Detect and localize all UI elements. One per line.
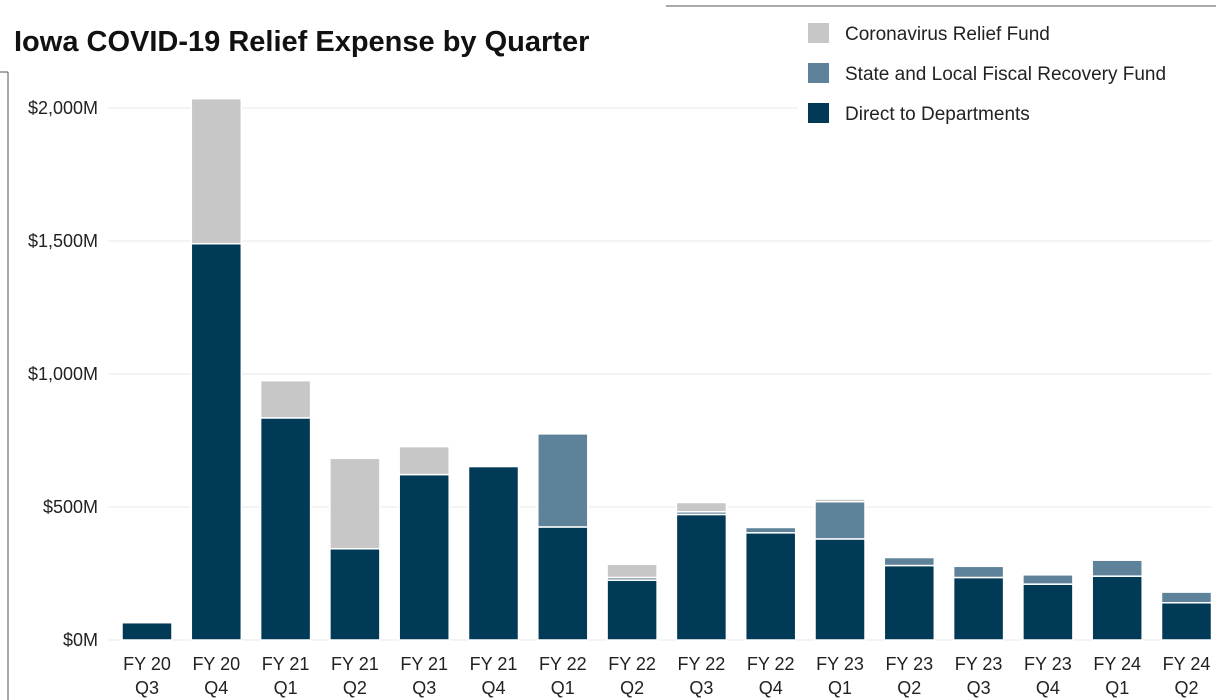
x-tick-label-fy-12: FY 23 <box>955 654 1003 674</box>
bar-10-direct-to-departments <box>814 538 866 641</box>
x-tick-label-q-13: Q4 <box>1036 678 1060 698</box>
bar-11-direct-to-departments <box>883 564 936 641</box>
bars <box>121 97 1213 641</box>
bar-12-direct-to-departments <box>952 576 1005 641</box>
legend: Coronavirus Relief Fund State and Local F… <box>798 10 1216 135</box>
bar-1-direct-to-departments <box>190 242 243 641</box>
x-tick-label-fy-8: FY 22 <box>678 654 726 674</box>
legend-swatch-2 <box>808 103 829 123</box>
x-tick-label-q-9: Q4 <box>759 678 783 698</box>
bar-7-direct-to-departments <box>606 579 658 641</box>
x-tick-label-fy-2: FY 21 <box>262 654 310 674</box>
x-tick-label-q-12: Q3 <box>967 678 991 698</box>
bar-3-coronavirus-relief-fund <box>329 457 381 550</box>
y-tick-label-3: $1,500M <box>28 231 98 251</box>
bar-14-direct-to-departments <box>1091 575 1143 641</box>
bar-3-direct-to-departments <box>329 548 381 641</box>
x-tick-label-fy-11: FY 23 <box>885 654 933 674</box>
x-tick-label-fy-9: FY 22 <box>747 654 795 674</box>
bar-6-state-and-local-fiscal-recovery-fund <box>537 433 589 528</box>
legend-label-1: State and Local Fiscal Recovery Fund <box>845 64 1166 85</box>
x-tick-label-q-2: Q1 <box>274 678 298 698</box>
x-tick-label-q-6: Q1 <box>551 678 575 698</box>
bar-4-direct-to-departments <box>398 473 450 641</box>
x-tick-label-fy-7: FY 22 <box>608 654 656 674</box>
bar-7-coronavirus-relief-fund <box>606 563 658 579</box>
x-tick-label-fy-14: FY 24 <box>1093 654 1141 674</box>
bar-10-coronavirus-relief-fund <box>814 498 866 503</box>
bar-15-direct-to-departments <box>1160 602 1213 641</box>
x-tick-label-q-1: Q4 <box>204 678 228 698</box>
x-tick-label-q-7: Q2 <box>620 678 644 698</box>
legend-background <box>798 10 1216 135</box>
x-tick-label-q-3: Q2 <box>343 678 367 698</box>
x-tick-label-q-8: Q3 <box>689 678 713 698</box>
x-tick-label-fy-5: FY 21 <box>470 654 518 674</box>
bar-14-state-and-local-fiscal-recovery-fund <box>1091 559 1143 577</box>
y-axis-tick-labels: $0M $500M $1,000M $1,500M $2,000M <box>28 98 98 650</box>
bar-9-direct-to-departments <box>744 532 797 641</box>
bar-12-state-and-local-fiscal-recovery-fund <box>952 565 1005 579</box>
bar-1-coronavirus-relief-fund <box>190 97 243 245</box>
y-tick-label-0: $0M <box>63 630 98 650</box>
legend-swatch-1 <box>808 63 829 83</box>
x-tick-label-q-0: Q3 <box>135 678 159 698</box>
x-tick-label-fy-13: FY 23 <box>1024 654 1072 674</box>
y-tick-label-2: $1,000M <box>28 364 98 384</box>
x-tick-label-q-11: Q2 <box>897 678 921 698</box>
bar-2-direct-to-departments <box>259 417 312 641</box>
x-axis-tick-labels: FY 20 Q3 FY 20 Q4 FY 21 Q1 FY 21 Q2 FY 21 Q3 FY 21… <box>123 654 1210 698</box>
bar-11-state-and-local-fiscal-recovery-fund <box>883 556 936 567</box>
y-tick-label-1: $500M <box>43 497 98 517</box>
chart-title: Iowa COVID-19 Relief Expense by Quarter <box>14 26 589 58</box>
x-tick-label-q-4: Q3 <box>412 678 436 698</box>
x-tick-label-fy-4: FY 21 <box>400 654 448 674</box>
legend-label-2: Direct to Departments <box>845 104 1030 125</box>
x-tick-label-q-10: Q1 <box>828 678 852 698</box>
x-tick-label-q-14: Q1 <box>1105 678 1129 698</box>
x-tick-label-fy-15: FY 24 <box>1163 654 1211 674</box>
bar-13-direct-to-departments <box>1022 583 1074 641</box>
bar-15-state-and-local-fiscal-recovery-fund <box>1160 591 1213 604</box>
bar-8-direct-to-departments <box>675 513 728 641</box>
bar-13-state-and-local-fiscal-recovery-fund <box>1022 574 1074 585</box>
x-tick-label-q-15: Q2 <box>1174 678 1198 698</box>
bar-0-direct-to-departments <box>121 621 173 641</box>
x-tick-label-fy-1: FY 20 <box>192 654 240 674</box>
title-box <box>0 0 666 72</box>
bar-8-coronavirus-relief-fund <box>675 501 728 513</box>
x-tick-label-fy-6: FY 22 <box>539 654 587 674</box>
legend-swatch-0 <box>808 23 829 43</box>
x-tick-label-fy-0: FY 20 <box>123 654 171 674</box>
bar-5-direct-to-departments <box>467 465 520 641</box>
bar-4-coronavirus-relief-fund <box>398 445 450 476</box>
y-tick-label-4: $2,000M <box>28 98 98 118</box>
x-tick-label-q-5: Q4 <box>481 678 505 698</box>
bar-2-coronavirus-relief-fund <box>259 379 312 419</box>
x-tick-label-fy-3: FY 21 <box>331 654 379 674</box>
legend-label-0: Coronavirus Relief Fund <box>845 24 1050 45</box>
x-tick-label-fy-10: FY 23 <box>816 654 864 674</box>
bar-10-state-and-local-fiscal-recovery-fund <box>814 500 866 540</box>
bar-9-state-and-local-fiscal-recovery-fund <box>744 526 797 534</box>
bar-6-direct-to-departments <box>537 526 589 641</box>
